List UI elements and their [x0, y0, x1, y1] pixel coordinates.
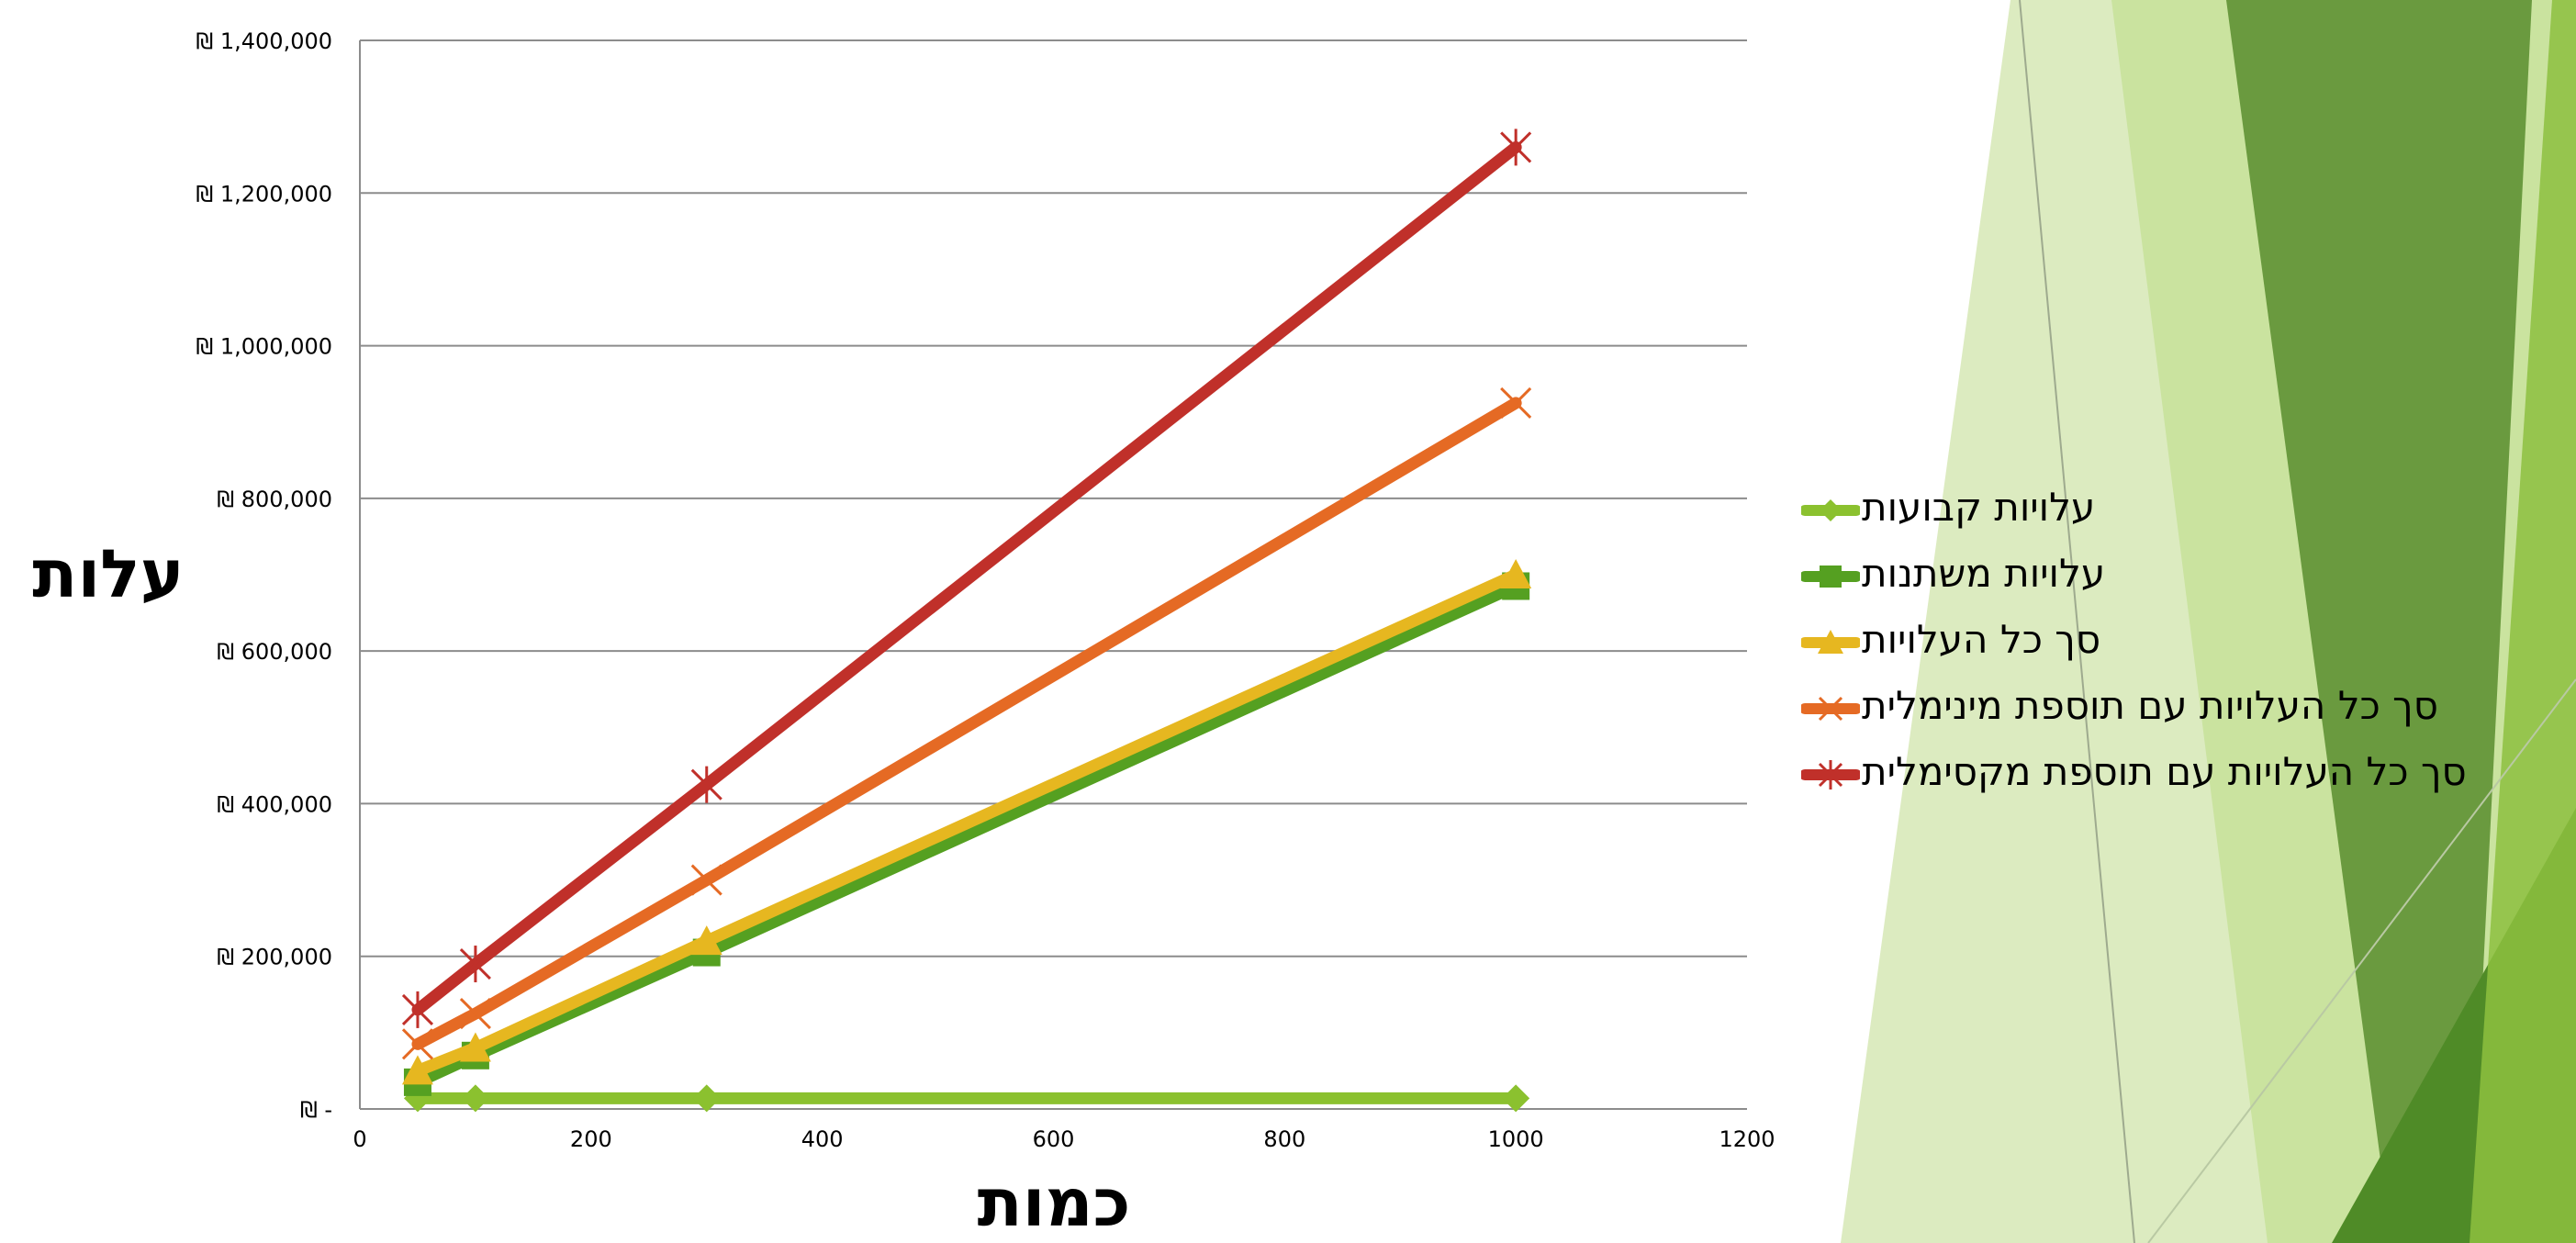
legend-label: סך כל העלויות [1862, 617, 2100, 662]
series-line [418, 586, 1516, 1081]
series-3 [402, 559, 1531, 1084]
series-line [418, 575, 1516, 1070]
data-point-diamond [693, 1084, 721, 1112]
data-point-diamond [1820, 499, 1842, 521]
y-tick-label: ₪ 400,000 [217, 791, 332, 817]
series-line [418, 147, 1516, 1010]
y-axis-title: עלות [32, 535, 184, 612]
y-tick-label: ₪ 1,200,000 [196, 181, 332, 207]
data-point-diamond [462, 1084, 489, 1112]
tick-labels: ₪ - ₪ 200,000 ₪ 400,000 ₪ 600,000 ₪ 800,000 ₪… [196, 28, 1775, 1152]
y-tick-label: ₪ - [300, 1097, 332, 1123]
gridlines [360, 40, 1747, 957]
legend-item: סך כל העלויות [1801, 610, 2572, 676]
legend-swatch [1801, 622, 1860, 663]
x-tick-label: 600 [1033, 1126, 1075, 1152]
y-tick-label: ₪ 1,400,000 [196, 28, 332, 54]
series [402, 129, 1531, 1112]
y-tick-label: ₪ 1,000,000 [196, 334, 332, 360]
series-1 [404, 1084, 1529, 1112]
legend: עלויות קבועות עלויות משתנות סך כל העלויות ס… [1801, 477, 2572, 808]
y-tick-label: ₪ 800,000 [217, 487, 332, 512]
axes [360, 40, 1747, 1109]
legend-item: סך כל העלויות עם תוספת מינימלית [1801, 676, 2572, 742]
legend-item: עלויות משתנות [1801, 543, 2572, 610]
x-tick-label: 800 [1263, 1126, 1305, 1152]
legend-label: סך כל העלויות עם תוספת מינימלית [1862, 683, 2438, 728]
legend-item: סך כל העלויות עם תוספת מקסימלית [1801, 742, 2572, 808]
series-5 [403, 129, 1530, 1028]
x-tick-label: 1200 [1719, 1126, 1775, 1152]
legend-item: עלויות קבועות [1801, 477, 2572, 543]
data-point-diamond [1502, 1084, 1529, 1112]
legend-swatch [1801, 755, 1860, 795]
legend-swatch [1801, 556, 1860, 597]
legend-swatch [1801, 490, 1860, 531]
x-tick-label: 1000 [1488, 1126, 1544, 1152]
x-axis-title: כמות [978, 1164, 1131, 1241]
legend-label: עלויות משתנות [1862, 551, 2105, 596]
legend-label: עלויות קבועות [1862, 485, 2095, 530]
x-tick-label: 200 [570, 1126, 612, 1152]
legend-swatch [1801, 689, 1860, 729]
data-point-square [1820, 566, 1842, 588]
y-tick-label: ₪ 600,000 [217, 639, 332, 665]
y-tick-label: ₪ 200,000 [217, 945, 332, 970]
x-tick-label: 400 [801, 1126, 844, 1152]
series-4 [403, 388, 1530, 1058]
x-tick-label: 0 [353, 1126, 366, 1152]
legend-label: סך כל העלויות עם תוספת מקסימלית [1862, 749, 2467, 794]
